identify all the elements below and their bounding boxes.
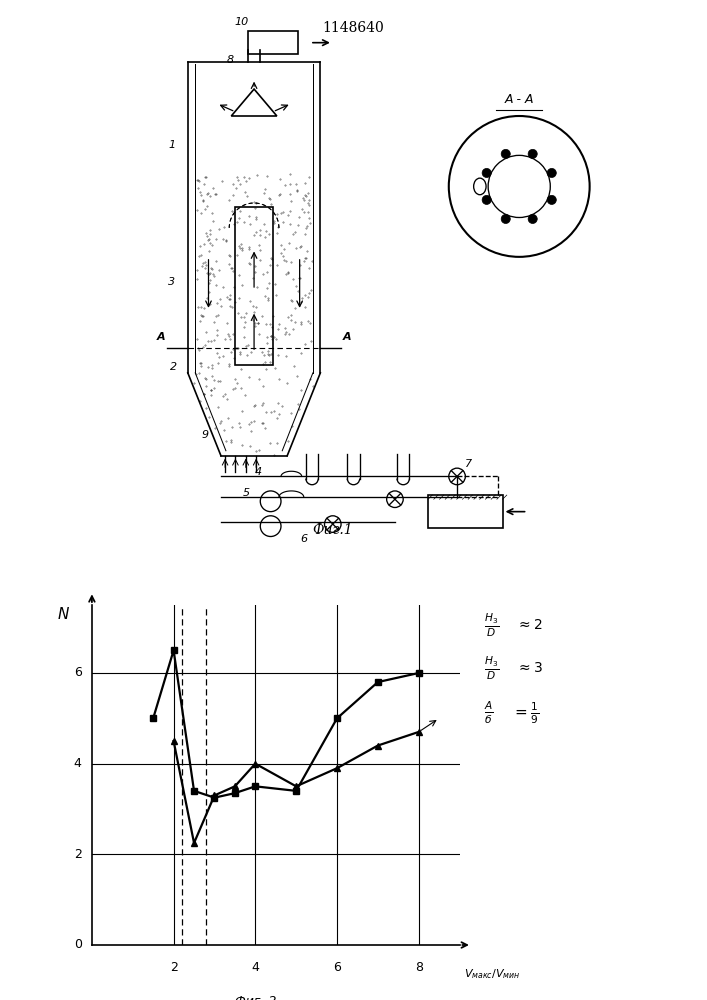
Text: $\approx 2$: $\approx 2$	[516, 618, 542, 632]
Circle shape	[482, 168, 491, 178]
Text: 3: 3	[168, 277, 175, 287]
Text: 6: 6	[74, 666, 82, 680]
Bar	[428, 495, 503, 528]
Ellipse shape	[474, 178, 486, 195]
Text: N: N	[58, 607, 69, 622]
Circle shape	[482, 195, 491, 204]
Text: $\frac{A}{б}$: $\frac{A}{б}$	[484, 700, 494, 726]
Text: Фиг. 2: Фиг. 2	[235, 995, 276, 1000]
Text: 4: 4	[255, 467, 262, 477]
Text: 2: 2	[170, 362, 177, 372]
Text: А: А	[156, 332, 165, 342]
Text: 2: 2	[74, 848, 82, 861]
Circle shape	[547, 195, 556, 204]
Text: 4: 4	[74, 757, 82, 770]
Bar	[235, 207, 273, 365]
Text: 7: 7	[465, 459, 472, 469]
Circle shape	[528, 149, 537, 158]
Text: 2: 2	[170, 961, 177, 974]
Circle shape	[501, 214, 510, 224]
Text: 6: 6	[333, 961, 341, 974]
Text: $\frac{H_3}{D}$: $\frac{H_3}{D}$	[484, 654, 499, 682]
Text: 8: 8	[415, 961, 423, 974]
Text: A - A: A - A	[505, 93, 534, 106]
Text: 10: 10	[235, 17, 249, 27]
Text: 5: 5	[243, 488, 250, 498]
Text: 4: 4	[252, 961, 259, 974]
Polygon shape	[231, 89, 277, 116]
Text: 6: 6	[300, 534, 308, 544]
Text: $\approx 3$: $\approx 3$	[516, 661, 543, 675]
Text: $\frac{H_3}{D}$: $\frac{H_3}{D}$	[484, 611, 499, 639]
Bar	[248, 31, 298, 54]
Text: 9: 9	[201, 430, 209, 440]
Circle shape	[449, 116, 590, 257]
Circle shape	[501, 149, 510, 158]
Text: 8: 8	[226, 55, 233, 65]
Text: 0: 0	[74, 938, 82, 952]
Text: Фиг.1: Фиг.1	[312, 523, 353, 537]
Text: $= \frac{1}{9}$: $= \frac{1}{9}$	[512, 700, 539, 726]
Circle shape	[547, 168, 556, 178]
Text: $V_{макс}/V_{мин}$: $V_{макс}/V_{мин}$	[464, 968, 520, 981]
Text: 1: 1	[168, 140, 175, 150]
Circle shape	[528, 214, 537, 224]
Text: А: А	[343, 332, 351, 342]
Text: 1148640: 1148640	[322, 21, 385, 35]
